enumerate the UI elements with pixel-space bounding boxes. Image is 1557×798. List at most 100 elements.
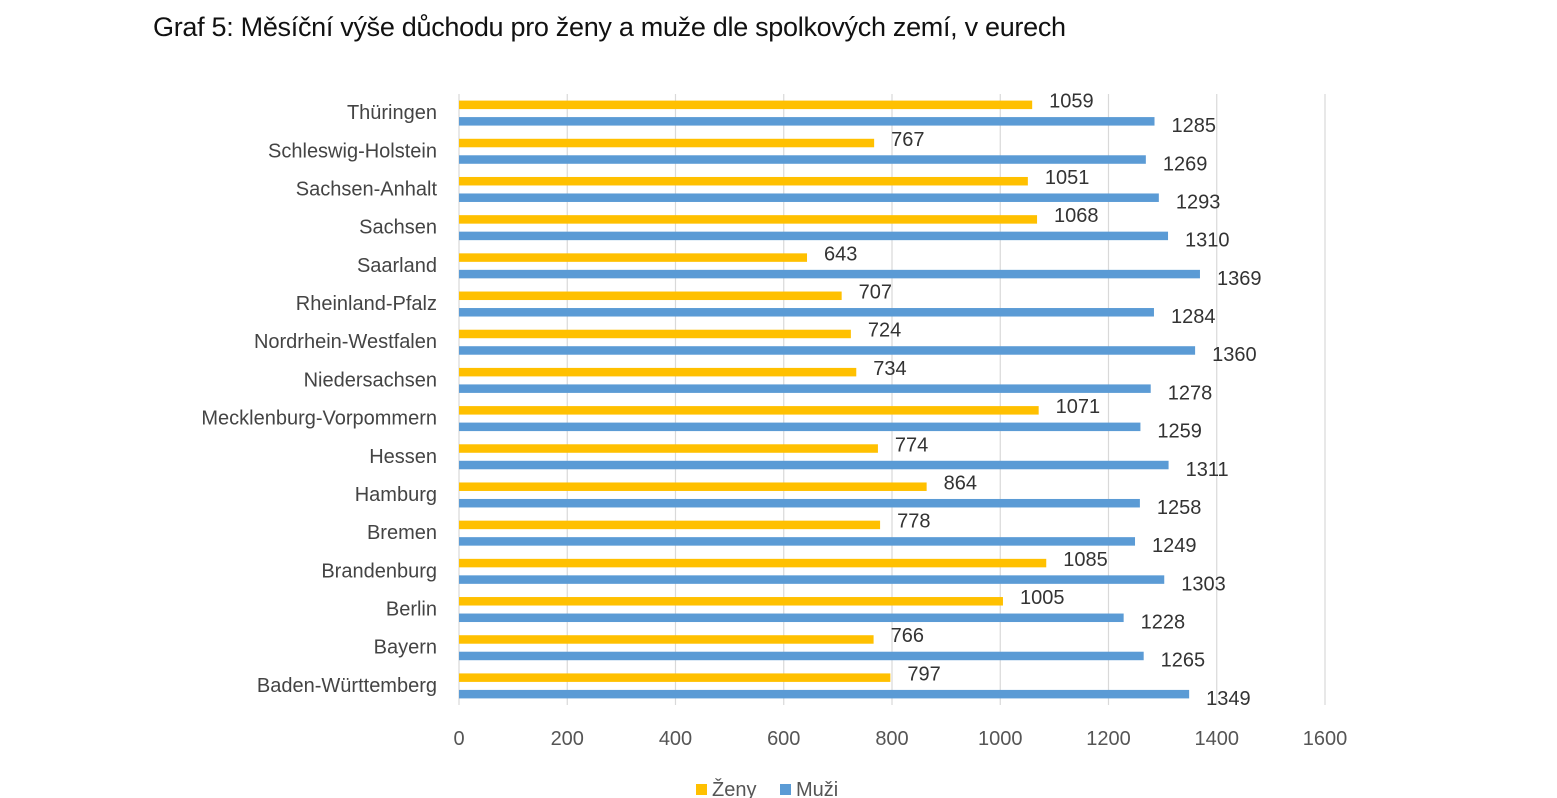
bar-zeny xyxy=(459,558,1047,568)
data-labels: 1059 1285 767 1269 1051 1293 1068 1310 643 1369 70… xyxy=(824,91,1261,710)
category-label: Brandenburg xyxy=(321,560,437,582)
data-label: 1360 xyxy=(1212,344,1257,366)
bar-muzi xyxy=(459,537,1136,546)
category-label: Nordrhein-Westfalen xyxy=(254,331,437,353)
data-label: 734 xyxy=(873,358,906,380)
data-label: 864 xyxy=(944,472,977,494)
data-label: 707 xyxy=(859,282,892,304)
bar-muzi xyxy=(459,308,1154,317)
category-label: Hessen xyxy=(369,446,437,468)
bar-zeny xyxy=(459,635,874,644)
data-label: 797 xyxy=(907,663,940,685)
bar-zeny xyxy=(459,406,1039,415)
category-label: Thüringen xyxy=(347,102,437,124)
category-label: Schleswig-Holstein xyxy=(268,140,437,162)
chart-title: Graf 5: Měsíční výše důchodu pro ženy a … xyxy=(153,12,1066,42)
data-label: 724 xyxy=(868,320,901,342)
data-label: 1310 xyxy=(1185,230,1230,252)
data-label: 1068 xyxy=(1054,205,1099,227)
category-label: Saarland xyxy=(357,255,437,277)
x-tick-label: 1200 xyxy=(1086,728,1131,750)
x-tick-label: 800 xyxy=(875,728,908,750)
data-label: 1278 xyxy=(1168,382,1213,404)
data-label: 1311 xyxy=(1186,459,1229,481)
x-tick-label: 1000 xyxy=(978,728,1023,750)
data-label: 1284 xyxy=(1171,306,1216,328)
data-label: 1265 xyxy=(1161,650,1206,672)
legend-label: Muži xyxy=(796,779,838,798)
category-labels: Thüringen Schleswig-Holstein Sachsen-Anhal… xyxy=(201,102,437,697)
data-label: 1259 xyxy=(1157,421,1202,443)
x-axis-ticks: 0 200 400 600 800 1000 1200 1400 1600 xyxy=(453,728,1347,750)
bar-zeny xyxy=(459,138,875,148)
bar-zeny xyxy=(459,520,881,530)
data-label: 1285 xyxy=(1172,115,1217,137)
bar-muzi xyxy=(459,269,1200,279)
bar-zeny xyxy=(459,176,1028,186)
x-tick-label: 0 xyxy=(453,728,464,750)
bar-muzi xyxy=(459,193,1159,202)
data-label: 1293 xyxy=(1176,191,1221,213)
x-tick-label: 1400 xyxy=(1195,728,1240,750)
data-label: 774 xyxy=(895,434,928,456)
bar-muzi xyxy=(459,155,1146,164)
bar-muzi xyxy=(459,689,1190,699)
bar-muzi xyxy=(459,231,1169,241)
bar-zeny xyxy=(459,253,808,262)
data-label: 1228 xyxy=(1141,612,1186,634)
bar-zeny xyxy=(459,482,927,491)
bar-muzi xyxy=(459,575,1165,584)
category-label: Rheinland-Pfalz xyxy=(296,293,437,315)
bar-zeny xyxy=(459,444,878,453)
bar-zeny xyxy=(459,597,1003,606)
category-label: Bayern xyxy=(374,637,437,659)
legend-swatch-zeny xyxy=(696,784,707,795)
bar-muzi xyxy=(459,384,1151,393)
data-label: 1249 xyxy=(1152,535,1197,557)
x-tick-label: 200 xyxy=(551,728,584,750)
bar-muzi xyxy=(459,651,1144,661)
data-label: 1369 xyxy=(1217,268,1262,290)
data-label: 1059 xyxy=(1049,91,1094,113)
data-label: 1258 xyxy=(1157,497,1202,519)
data-label: 1071 xyxy=(1056,396,1101,418)
category-label: Sachsen xyxy=(359,217,437,239)
category-label: Niedersachsen xyxy=(304,369,437,391)
bar-zeny xyxy=(459,367,857,377)
bar-muzi xyxy=(459,498,1140,508)
data-label: 1269 xyxy=(1163,153,1208,175)
category-label: Mecklenburg-Vorpommern xyxy=(201,408,437,430)
legend: Ženy Muži xyxy=(696,778,838,798)
bar-zeny xyxy=(459,673,891,682)
category-label: Baden-Württemberg xyxy=(257,675,437,697)
bar-muzi xyxy=(459,346,1196,355)
bar-muzi xyxy=(459,460,1169,470)
bars xyxy=(459,100,1200,699)
bar-muzi xyxy=(459,613,1124,623)
data-label: 766 xyxy=(891,625,924,647)
x-tick-label: 400 xyxy=(659,728,692,750)
data-label: 1303 xyxy=(1181,573,1226,595)
category-label: Hamburg xyxy=(355,484,437,506)
data-label: 778 xyxy=(897,511,930,533)
legend-label: Ženy xyxy=(712,778,756,798)
x-tick-label: 1600 xyxy=(1303,728,1348,750)
bar-zeny xyxy=(459,329,851,339)
category-label: Berlin xyxy=(386,599,437,621)
bar-zeny xyxy=(459,291,842,301)
bar-muzi xyxy=(459,422,1141,432)
bar-muzi xyxy=(459,117,1155,126)
data-label: 767 xyxy=(891,129,924,151)
data-label: 643 xyxy=(824,243,857,265)
data-label: 1051 xyxy=(1045,167,1090,189)
bar-zeny xyxy=(459,100,1033,110)
x-tick-label: 600 xyxy=(767,728,800,750)
category-label: Bremen xyxy=(367,522,437,544)
data-label: 1085 xyxy=(1063,549,1108,571)
legend-swatch-muzi xyxy=(780,784,791,795)
data-label: 1005 xyxy=(1020,587,1065,609)
data-label: 1349 xyxy=(1206,688,1251,710)
bar-zeny xyxy=(459,215,1038,224)
category-label: Sachsen-Anhalt xyxy=(296,178,438,200)
